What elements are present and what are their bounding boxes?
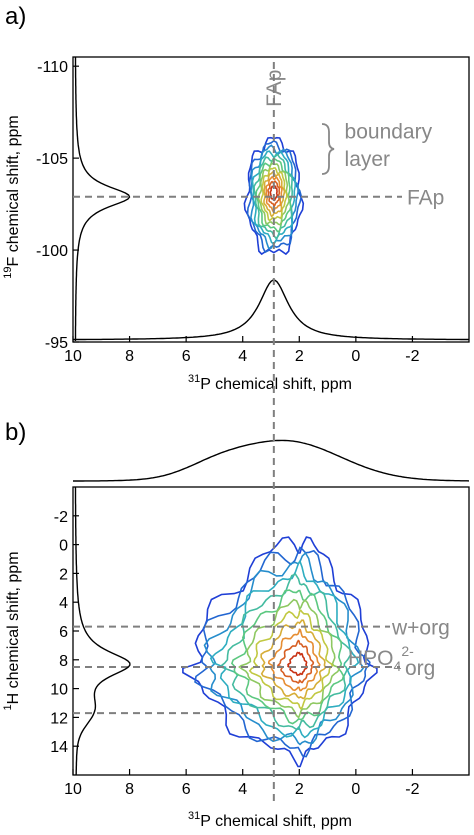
panel-b-x-axis-title: 31P chemical shift, ppm xyxy=(188,810,352,830)
panel-a-x-ticks: 10 8 6 4 2 0 -2 xyxy=(64,336,420,365)
panel-a-contour-level xyxy=(265,175,283,212)
panel-b-contour-level xyxy=(182,536,378,768)
panel-a-top-projection xyxy=(73,279,469,341)
panel-a-x-tick-label: 6 xyxy=(182,348,191,365)
panel-a-x-tick-label: 10 xyxy=(64,348,82,365)
panel-b-contour-level xyxy=(194,546,371,758)
panel-a-y-tick-label: -100 xyxy=(36,243,68,260)
panel-a-x-tick-label: 2 xyxy=(295,348,304,365)
panel-b-y-tick-label: 0 xyxy=(59,538,68,555)
panel-b-contour-level xyxy=(238,598,341,719)
panel-a-annotation-fap: FAp xyxy=(407,187,444,210)
panel-b-label: b) xyxy=(5,419,26,446)
panel-b-x-tick-label: 10 xyxy=(64,781,82,798)
panel-b-x-tick-label: 2 xyxy=(295,781,304,798)
hpo4-label-sup: 2- xyxy=(401,643,414,659)
panel-a-y-ticks: -110 -105 -100 -95 xyxy=(36,59,79,352)
hpo4-label-sub: 4 xyxy=(394,658,402,674)
panel-a-x-title-sup: 31 xyxy=(188,373,200,385)
panel-b-y-tick-label: 10 xyxy=(50,682,68,699)
panel-a: a) 10 8 6 4 2 0 -2 -110 -105 -100 -95 FAp boundary… xyxy=(2,3,470,393)
panel-b-y-tick-label: 4 xyxy=(59,595,68,612)
panel-b-contour-level xyxy=(230,589,345,725)
panel-b-annotation-w-plus-org: w+org xyxy=(391,617,450,640)
panel-a-y-title-sup: 19 xyxy=(2,266,14,278)
panel-b-y-title-text: H chemical shift, ppm xyxy=(5,551,22,704)
panel-b-y-tick-label: 2 xyxy=(59,566,68,583)
panel-a-contour-level xyxy=(269,184,279,202)
panel-a-contour-level xyxy=(250,144,300,249)
hpo4-label-base: HPO xyxy=(348,647,394,670)
panel-a-annotation-layer: layer xyxy=(345,148,391,171)
panel-b-x-tick-label: -2 xyxy=(405,781,419,798)
panel-b-y-axis-title: 1H chemical shift, ppm xyxy=(2,551,22,710)
panel-a-y-tick-label: -95 xyxy=(45,335,68,352)
panel-b-x-tick-label: 8 xyxy=(125,781,134,798)
panel-b-side-projection xyxy=(74,486,131,776)
panel-a-y-axis-title: 19F chemical shift, ppm xyxy=(2,115,22,278)
panel-a-y-tick-label: -105 xyxy=(36,151,68,168)
panel-a-x-tick-label: 4 xyxy=(238,348,247,365)
panel-a-label: a) xyxy=(5,3,26,30)
panel-a-frame xyxy=(72,56,470,343)
panel-a-contour-level xyxy=(260,167,288,222)
panel-b-x-tick-label: 4 xyxy=(238,781,247,798)
panel-b-x-ticks: 10 8 6 4 2 0 -2 xyxy=(64,769,420,798)
panel-b-x-tick-label: 6 xyxy=(182,781,191,798)
panel-a-x-axis-title: 31P chemical shift, ppm xyxy=(188,373,352,393)
panel-a-x-title-text: P chemical shift, ppm xyxy=(200,376,352,393)
panel-b-y-tick-label: 6 xyxy=(59,624,68,641)
panel-a-contour-level xyxy=(267,180,281,207)
panel-a-x-tick-label: 0 xyxy=(351,348,360,365)
panel-b-top-projection xyxy=(73,439,470,482)
panel-b-contour-level xyxy=(248,609,334,710)
panel-b-contour-level xyxy=(209,559,360,739)
panel-b-contour-level xyxy=(276,639,315,684)
panel-b-annotations: w+org org xyxy=(391,617,450,680)
panel-b-y-ticks: -2 0 2 4 6 8 10 12 14 xyxy=(50,509,79,756)
panel-b-x-title-sup: 31 xyxy=(188,810,200,822)
panel-b-contour-level xyxy=(260,619,326,700)
panel-b-y-tick-label: 14 xyxy=(50,739,68,756)
panel-a-x-tick-label: 8 xyxy=(125,348,134,365)
panel-b-y-title-sup: 1 xyxy=(2,704,14,710)
panel-b-contour-level xyxy=(203,551,365,746)
panel-b-annotation-org: org xyxy=(405,657,435,680)
panel-a-contours xyxy=(243,136,305,256)
panel-a-y-tick-label: -110 xyxy=(37,59,68,76)
panel-a-side-projection xyxy=(74,57,131,342)
panel-b-y-tick-label: 8 xyxy=(59,653,68,670)
panel-b-y-tick-label: -2 xyxy=(54,509,68,526)
panel-a-contour-level xyxy=(251,150,296,246)
panel-b-x-title-text: P chemical shift, ppm xyxy=(200,813,352,830)
panel-b-contour-level xyxy=(220,573,352,730)
panel-b-x-tick-label: 0 xyxy=(351,781,360,798)
panel-a-x-tick-label: -2 xyxy=(405,348,419,365)
panel-a-contour-level xyxy=(263,171,286,218)
panel-b-contour-level xyxy=(287,651,308,677)
boundary-layer-brace-icon xyxy=(321,123,335,175)
panel-b-y-tick-label: 12 xyxy=(50,710,68,727)
panel-a-y-title-text: F chemical shift, ppm xyxy=(5,115,22,266)
panel-a-annotation-boundary: boundary xyxy=(345,121,433,144)
hpo4-label: HPO42- xyxy=(348,643,414,674)
